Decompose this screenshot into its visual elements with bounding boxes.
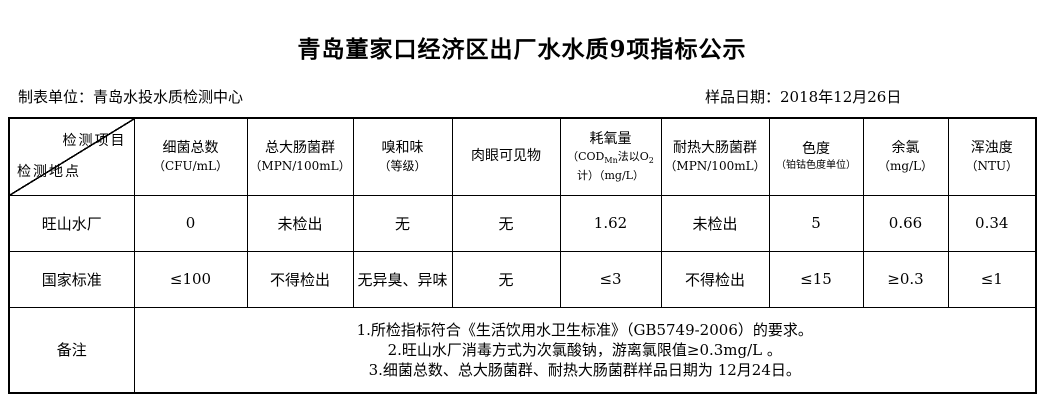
col-header-odor-taste: 嗅和味 （等级）: [352, 117, 453, 196]
water-quality-table: 检测项目 检测地点 细菌总数 （CFU/mL） 总大肠菌群 （MPN/100mL…: [8, 117, 1037, 394]
value-cell: 0: [133, 194, 248, 252]
col-header-chromaticity: 色度 （铂钴色度单位）: [768, 117, 864, 196]
sample-date-label: 样品日期：2018年12月26日: [705, 88, 902, 106]
value-cell: ≤1: [947, 250, 1037, 308]
value-cell: 5: [768, 194, 864, 252]
corner-label-items: 检测项目: [62, 133, 127, 149]
value-cell: ≤15: [768, 250, 864, 308]
col-header-visible-matter: 肉眼可见物: [451, 117, 561, 196]
value-cell: 0.66: [862, 194, 949, 252]
value-cell: 无: [352, 194, 453, 252]
row-remarks: 备注 1.所检指标符合《生活饮用水卫生标准》（GB5749-2006）的要求。 …: [8, 306, 1037, 394]
remarks-content: 1.所检指标符合《生活饮用水卫生标准》（GB5749-2006）的要求。 2.旺…: [133, 306, 1037, 394]
value-cell: 无: [451, 250, 561, 308]
reporting-unit-label: 制表单位：青岛水投水质检测中心: [18, 88, 244, 106]
value-cell: 未检出: [246, 194, 354, 252]
row-wangshan-plant: 旺山水厂 0 未检出 无 无 1.62 未检出 5 0.66 0.34: [8, 194, 1037, 252]
remark-line: 1.所检指标符合《生活饮用水卫生标准》（GB5749-2006）的要求。: [356, 320, 813, 339]
col-header-thermotolerant-coliform: 耐热大肠菌群 （MPN/100mL）: [660, 117, 770, 196]
corner-header-cell: 检测项目 检测地点: [8, 117, 135, 196]
col-header-turbidity: 浑浊度 （NTU）: [947, 117, 1037, 196]
value-cell: 无: [451, 194, 561, 252]
value-cell: 未检出: [660, 194, 770, 252]
value-cell: 不得检出: [660, 250, 770, 308]
value-cell: 0.34: [947, 194, 1037, 252]
col-header-oxygen-consumption: 耗氧量 （CODMn法以O2计）（mg/L）: [559, 117, 662, 196]
value-cell: 无异臭、异味: [352, 250, 453, 308]
value-cell: 不得检出: [246, 250, 354, 308]
value-cell: ≤3: [559, 250, 662, 308]
remark-line: 3.细菌总数、总大肠菌群、耐热大肠菌群样品日期为 12月24日。: [368, 360, 801, 379]
value-cell: ≥0.3: [862, 250, 949, 308]
value-cell: 1.62: [559, 194, 662, 252]
col-header-residual-chlorine: 余氯 （mg/L）: [862, 117, 949, 196]
remarks-label: 备注: [8, 306, 135, 394]
corner-label-sites: 检测地点: [17, 163, 81, 180]
table-header-row: 检测项目 检测地点 细菌总数 （CFU/mL） 总大肠菌群 （MPN/100mL…: [8, 117, 1037, 196]
col-header-total-coliform: 总大肠菌群 （MPN/100mL）: [246, 117, 354, 196]
cod-unit-line: （CODMn法以O2计）（mg/L）: [567, 150, 654, 183]
value-cell: ≤100: [133, 250, 248, 308]
remark-line: 2.旺山水厂消毒方式为次氯酸钠，游离氯限值≥0.3mg/L 。: [387, 340, 782, 359]
row-national-standard: 国家标准 ≤100 不得检出 无异臭、异味 无 ≤3 不得检出 ≤15 ≥0.3…: [8, 250, 1037, 308]
page-title: 青岛董家口经济区出厂水水质9项指标公示: [297, 36, 747, 63]
site-name: 旺山水厂: [8, 194, 135, 252]
col-header-bacteria-count: 细菌总数 （CFU/mL）: [133, 117, 248, 196]
site-name: 国家标准: [8, 250, 135, 308]
